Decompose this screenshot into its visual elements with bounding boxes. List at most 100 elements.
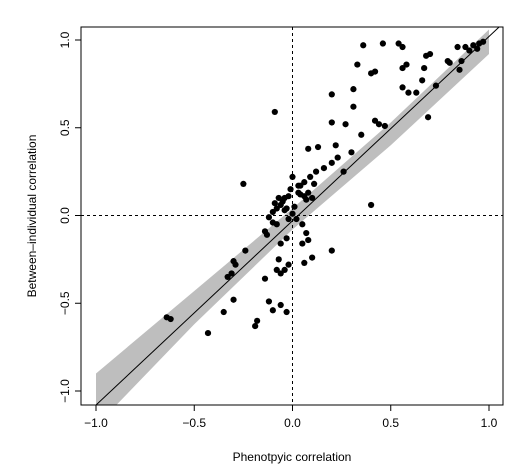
data-point [432,82,440,89]
data-point [289,173,296,180]
data-point [281,266,288,274]
data-point [269,219,276,226]
data-point [265,298,273,305]
data-point [242,247,249,254]
data-point [291,203,298,210]
data-point [342,121,349,128]
data-point [289,210,296,217]
data-point [254,317,261,324]
y-tick-label: 0.5 [58,119,72,136]
x-tick-label: 1.0 [481,416,498,430]
x-tick-label: 0.5 [382,416,399,430]
data-point [426,50,434,58]
x-axis-label: Phenotpyic correlation [233,450,352,464]
data-point [269,208,276,216]
data-point [220,308,227,316]
data-point [328,159,335,166]
y-tick-label: −0.5 [58,291,72,315]
data-point [307,173,314,180]
data-point [328,119,335,126]
data-point [379,40,386,47]
data-point [340,168,347,175]
data-point [328,91,335,98]
data-point [230,258,237,265]
data-point [405,89,412,96]
data-point [371,68,379,75]
data-point [230,296,237,303]
data-point [358,131,365,138]
data-point [285,261,292,268]
data-point [299,240,306,247]
data-point [320,165,328,172]
data-point [309,254,316,261]
data-point [381,122,388,130]
data-point [301,259,308,266]
data-point [265,214,273,221]
data-point [403,61,410,68]
data-point [252,322,259,330]
data-point [303,229,310,237]
data-point [275,256,282,263]
data-point [305,189,312,196]
data-point [399,43,406,51]
data-point [368,201,375,209]
regression-line [95,27,500,405]
y-axis-label: Between–individual correlation [25,135,39,298]
data-point [283,235,290,242]
data-point [332,142,339,149]
data-point [269,307,276,314]
plot-area [81,27,503,405]
data-point [305,236,312,244]
data-point [474,45,481,52]
data-point [466,47,473,54]
x-tick-label: −0.5 [182,416,206,430]
data-point [167,315,174,323]
data-point [328,247,335,254]
data-point [261,275,269,282]
data-point [281,207,288,214]
data-point [399,84,406,91]
data-point [454,43,461,51]
y-tick-label: 1.0 [58,31,72,48]
data-point [224,273,231,281]
data-point [314,143,322,151]
data-point [299,221,306,228]
data-point [285,215,292,223]
data-point [271,108,278,116]
y-tick-label: −1.0 [58,379,72,403]
data-point [204,329,212,337]
data-point [456,66,463,73]
x-tick-label: −1.0 [84,416,108,430]
data-point [303,196,310,203]
plot-inner [81,27,503,405]
data-point [480,38,487,45]
data-point [419,77,426,84]
data-point [312,168,320,175]
data-point [348,149,355,156]
data-point [311,180,318,188]
axes: −1.0 −0.5 0.0 0.5 1.0 −1.0 −0.5 0.0 0.5 1.0 [58,26,504,430]
data-point [446,59,453,66]
data-point [421,64,428,72]
data-point [277,301,284,309]
confidence-band [96,29,489,405]
data-point [350,86,357,93]
data-point [293,215,300,223]
data-point [458,57,465,65]
data-point [350,103,357,110]
data-point [334,154,341,161]
data-point [413,89,420,96]
data-point [277,240,284,247]
data-point [240,180,247,188]
data-point [277,201,284,209]
data-point [287,186,294,193]
data-point [354,61,361,68]
data-point [261,228,269,235]
data-point [424,114,432,121]
data-point [360,42,367,49]
x-tick-label: 0.0 [284,416,301,430]
data-point [309,194,316,202]
data-point [283,308,290,316]
data-point [275,194,282,202]
